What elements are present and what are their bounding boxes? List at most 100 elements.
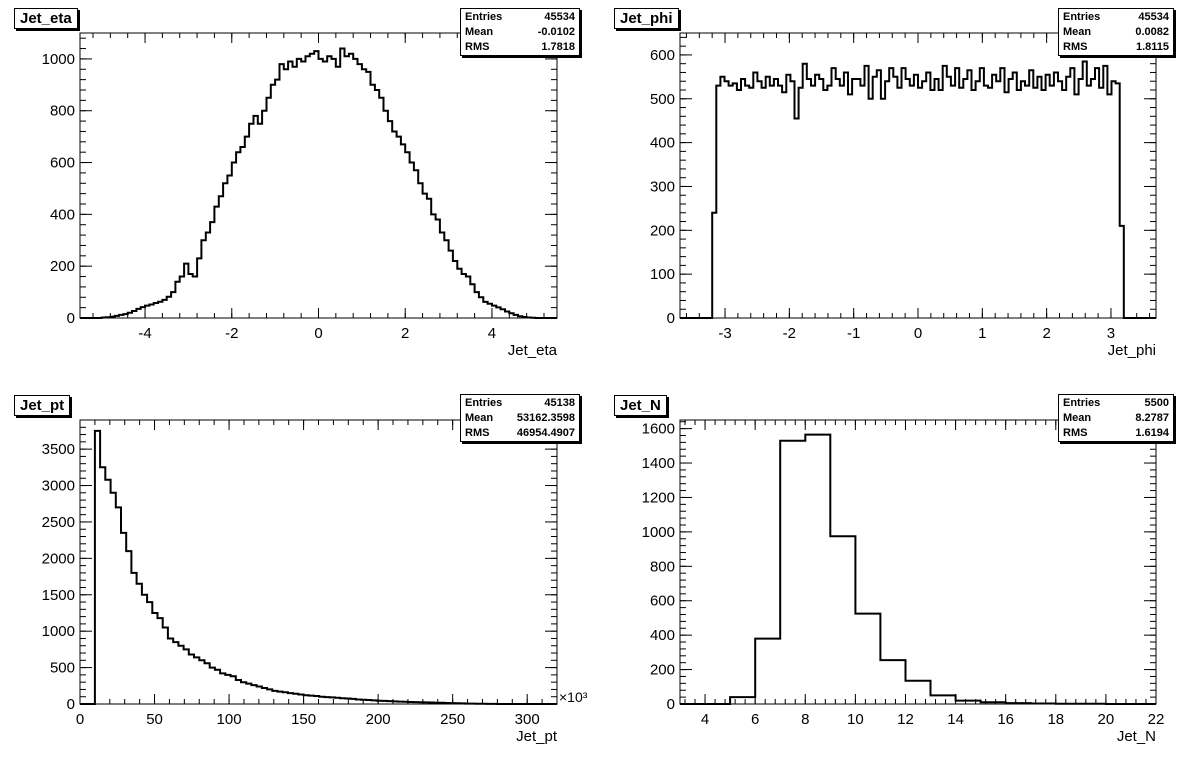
- x-axis-multiplier: ×10³: [559, 689, 588, 705]
- y-tick-label: 2000: [42, 550, 75, 567]
- y-tick-label: 1000: [642, 524, 675, 541]
- x-tick-label: -2: [783, 325, 796, 342]
- plot-frame: [79, 32, 558, 319]
- histogram-line: [80, 429, 557, 705]
- stats-rms-value: 1.8115: [1135, 41, 1169, 53]
- stats-mean-value: -0.0102: [537, 26, 575, 38]
- x-tick-label: 0: [314, 325, 322, 342]
- y-tick-label: 0: [667, 696, 675, 713]
- y-tick-label: 1200: [642, 489, 675, 506]
- x-tick-label: 300: [515, 711, 540, 728]
- y-tick-label: 200: [50, 258, 75, 275]
- stats-rms-label: RMS: [1063, 41, 1088, 53]
- x-axis-label: Jet_pt: [516, 728, 558, 745]
- x-tick-label: 200: [366, 711, 391, 728]
- jet-pt-title: Jet_pt: [14, 395, 71, 416]
- x-tick-label: 2: [1042, 325, 1050, 342]
- plot-jet-phi: -3 -2 -1 0 1 2 3 0 100 200 300 400 500 600 Jet_phi: [650, 32, 1157, 359]
- y-tick-label: 600: [50, 155, 75, 172]
- x-tick-label: 6: [751, 711, 759, 728]
- x-tick-label: 50: [146, 711, 163, 728]
- x-tick-label: -4: [138, 325, 151, 342]
- x-tick-label: 12: [897, 711, 914, 728]
- x-tick-label: 22: [1148, 711, 1165, 728]
- x-tick-label: 1: [978, 325, 986, 342]
- stats-rms-label: RMS: [465, 41, 490, 53]
- jet-n-title: Jet_N: [614, 395, 667, 416]
- y-tick-label: 400: [50, 206, 75, 223]
- y-tick-label: 300: [650, 178, 675, 195]
- x-tick-label: 4: [488, 325, 496, 342]
- y-tick-label: 600: [650, 593, 675, 610]
- stats-entries-value: 45138: [544, 397, 575, 409]
- x-tick-label: 250: [440, 711, 465, 728]
- x-tick-label: 150: [291, 711, 316, 728]
- y-tick-label: 400: [650, 135, 675, 152]
- stats-rms-label: RMS: [1063, 427, 1088, 439]
- y-tick-label: 1000: [42, 623, 75, 640]
- stats-entries-label: Entries: [1063, 397, 1101, 409]
- stats-mean-label: Mean: [465, 26, 494, 38]
- stats-entries-value: 45534: [544, 11, 575, 23]
- plot-jet-eta: -4 -2 0 2 4 0 200 400 600 800 1000 Jet_eta: [42, 32, 558, 359]
- y-tick-label: 200: [650, 662, 675, 679]
- histogram-line: [680, 433, 1156, 705]
- plot-frame: [679, 419, 1157, 705]
- y-tick-label: 500: [50, 660, 75, 677]
- jet-n-stats-box: Entries 5500 Mean 8.2787 RMS 1.6194: [1058, 394, 1174, 442]
- y-tick-label: 1000: [42, 51, 75, 68]
- plot-jet-n: 4 6 8 10 12 14 16 18 20 22 0 200 400 600 800 1000 1200 14…: [642, 419, 1165, 745]
- stats-rms-value: 46954.4907: [516, 427, 575, 439]
- histogram-line: [680, 60, 1156, 319]
- y-tick-label: 0: [67, 310, 75, 327]
- y-tick-label: 100: [650, 266, 675, 283]
- histogram-line: [80, 47, 557, 319]
- jet-pt-stats-box: Entries 45138 Mean 53162.3598 RMS 46954.490…: [460, 394, 580, 442]
- y-tick-label: 2500: [42, 514, 75, 531]
- y-tick-label: 800: [50, 103, 75, 120]
- stats-entries-value: 5500: [1144, 397, 1169, 409]
- y-tick-label: 1500: [42, 587, 75, 604]
- stats-mean-label: Mean: [465, 412, 494, 424]
- x-tick-label: 20: [1098, 711, 1115, 728]
- stats-rms-label: RMS: [465, 427, 490, 439]
- stats-mean-value: 53162.3598: [516, 412, 575, 424]
- x-tick-label: 0: [914, 325, 922, 342]
- y-tick-label: 800: [650, 558, 675, 575]
- stats-entries-label: Entries: [465, 397, 503, 409]
- stats-mean-value: 0.0082: [1135, 26, 1169, 38]
- y-tick-label: 1400: [642, 455, 675, 472]
- x-tick-label: -1: [847, 325, 860, 342]
- jet-phi-stats-box: Entries 45534 Mean 0.0082 RMS 1.8115: [1058, 8, 1174, 56]
- y-tick-label: 0: [667, 310, 675, 327]
- x-tick-label: 4: [701, 711, 709, 728]
- stats-mean-value: 8.2787: [1135, 412, 1169, 424]
- plot-jet-pt: 0 50 100 150 200 250 3000 500 1000 1500 2000 2500 30…: [42, 419, 588, 745]
- y-tick-label: 3500: [42, 441, 75, 458]
- plot-frame: [79, 419, 558, 705]
- x-tick-label: 16: [997, 711, 1014, 728]
- x-axis-label: Jet_eta: [508, 342, 558, 359]
- x-tick-label: 2: [401, 325, 409, 342]
- stats-entries-value: 45534: [1138, 11, 1169, 23]
- x-tick-label: 18: [1047, 711, 1064, 728]
- x-tick-label: 8: [801, 711, 809, 728]
- y-tick-label: 600: [650, 47, 675, 64]
- stats-rms-value: 1.6194: [1135, 427, 1169, 439]
- stats-entries-label: Entries: [465, 11, 503, 23]
- y-tick-label: 400: [650, 627, 675, 644]
- stats-rms-value: 1.7818: [541, 41, 575, 53]
- y-tick-label: 3000: [42, 478, 75, 495]
- jet-eta-stats-box: Entries 45534 Mean -0.0102 RMS 1.7818: [460, 8, 580, 56]
- x-tick-label: -3: [718, 325, 731, 342]
- x-tick-label: 100: [217, 711, 242, 728]
- jet-eta-title: Jet_eta: [14, 8, 78, 29]
- stats-mean-label: Mean: [1063, 26, 1092, 38]
- stats-mean-label: Mean: [1063, 412, 1092, 424]
- x-tick-label: 3: [1107, 325, 1115, 342]
- x-tick-label: 0: [76, 711, 84, 728]
- y-tick-label: 500: [650, 91, 675, 108]
- y-tick-label: 1600: [642, 421, 675, 438]
- x-axis-label: Jet_phi: [1108, 342, 1156, 359]
